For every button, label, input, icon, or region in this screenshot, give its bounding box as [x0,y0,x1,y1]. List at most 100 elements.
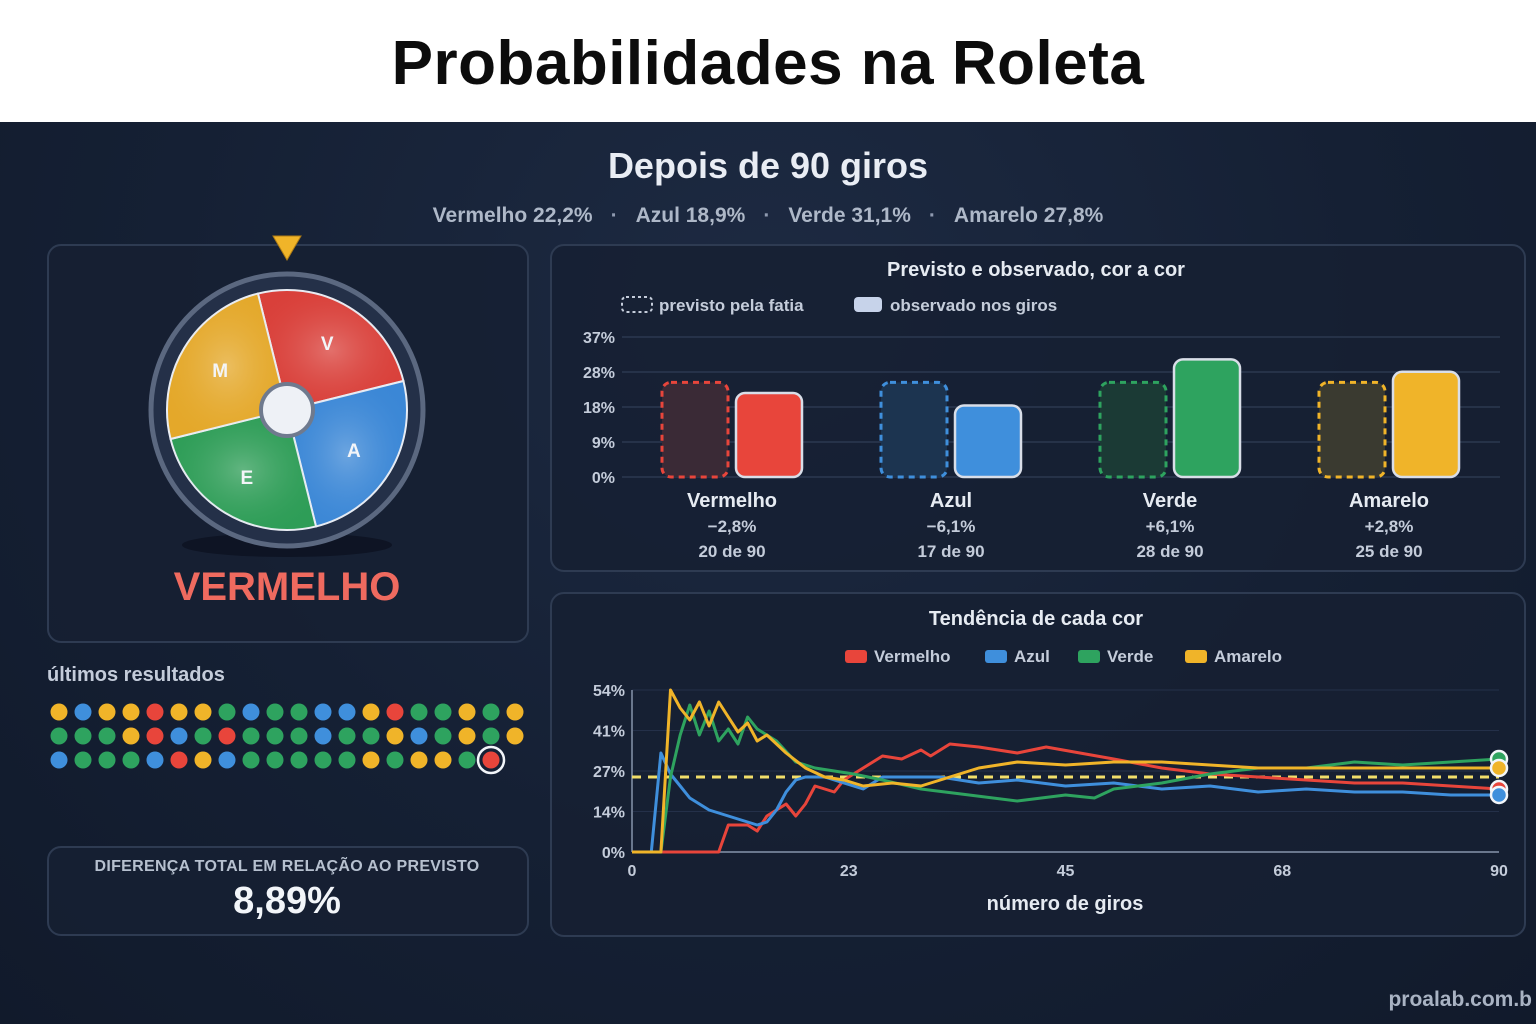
result-dot [74,727,92,745]
result-dot [98,751,116,769]
result-dot [194,703,212,721]
result-dot [458,727,476,745]
category-label: Amarelo [1349,490,1429,512]
result-dot [410,727,428,745]
result-dot [122,727,140,745]
result-dot [50,727,68,745]
wheel-segment-shine [170,410,317,530]
result-dot [266,727,284,745]
difference-label: +6,1% [1146,517,1195,536]
result-dot [194,751,212,769]
result-dot [50,703,68,721]
wheel-hub [259,382,315,438]
bar-observed-azul [953,404,1023,479]
legend-label-amarelo: Amarelo [1214,647,1282,666]
roulette-wheel: V A E M [148,235,426,557]
difference-label: −2,8% [708,517,757,536]
result-dot [218,751,236,769]
summary-separator: · [610,204,618,227]
y-tick-label: 37% [583,330,615,347]
result-dot [506,727,524,745]
result-dot [362,703,380,721]
result-dot [74,751,92,769]
x-tick-label: 23 [840,863,858,880]
result-dot [386,727,404,745]
result-dot [506,703,524,721]
result-dot [482,703,500,721]
result-dot [362,727,380,745]
result-dot [242,727,260,745]
count-label: 28 de 90 [1136,542,1203,561]
wheel-segment-shine [287,380,407,527]
wheel-segment-shine [167,293,287,440]
series-endpoint-azul [1489,785,1509,805]
series-line-azul [632,751,1499,854]
result-dot [362,751,380,769]
summary-azul: Azul 18,9% [635,204,746,227]
summary-separator: · [928,204,936,227]
watermark: proalab.com.b [1388,988,1532,1011]
summary-line: Vermelho 22,2% · Azul 18,9% · Verde 31,1% · Am… [0,204,1536,228]
result-dot [146,727,164,745]
result-dot [482,751,500,769]
series-line-amarelo [632,688,1499,854]
wheel-segment-letter: E [240,468,253,489]
result-dot [122,751,140,769]
result-dot [482,727,500,745]
bar-chart: Previsto e observado, cor a cor previsto … [583,259,1500,561]
legend-label-vermelho: Vermelho [874,647,951,666]
category-label: Vermelho [687,490,777,512]
result-dot [146,703,164,721]
x-tick-label: 45 [1057,863,1075,880]
page-title: Probabilidades na Roleta [391,29,1145,98]
summary-vermelho: Vermelho 22,2% [432,204,593,227]
bar-observed-vermelho [734,391,804,479]
y-tick-label: 54% [593,683,625,700]
summary-amarelo: Amarelo 27,8% [953,204,1104,227]
summary-verde: Verde 31,1% [788,204,911,227]
wheel-segment-shine [257,290,404,410]
dashboard-subtitle: Depois de 90 giros [607,145,929,186]
result-label: VERMELHO [173,565,401,609]
bar-predicted-amarelo [1317,380,1387,479]
result-dot [338,727,356,745]
legend-swatch-amarelo [1185,650,1207,663]
legend-label-verde: Verde [1107,647,1153,666]
result-dot [338,751,356,769]
y-tick-label: 41% [593,724,625,741]
result-dot [434,751,452,769]
category-label: Azul [930,490,972,512]
result-dot [218,703,236,721]
result-dot [434,703,452,721]
wheel-segment-letter: V [321,334,334,355]
result-dot [338,703,356,721]
result-dot [410,751,428,769]
pointer-icon [272,235,302,261]
y-tick-label: 0% [592,470,615,487]
legend-swatch-predicted [621,296,653,313]
result-dot [98,703,116,721]
y-tick-label: 14% [593,805,625,822]
result-dot [218,727,236,745]
result-dot [74,703,92,721]
line-chart-title: Tendência de cada cor [929,608,1143,630]
result-dot [170,751,188,769]
result-dot [242,703,260,721]
result-dot [98,727,116,745]
result-dot [290,727,308,745]
result-dot [314,751,332,769]
difference-label: +2,8% [1365,517,1414,536]
result-dot [170,727,188,745]
result-dot [290,703,308,721]
category-label: Verde [1143,490,1197,512]
y-tick-label: 28% [583,365,615,382]
difference-label: DIFERENÇA TOTAL EM RELAÇÃO AO PREVISTO [94,858,480,875]
count-label: 17 de 90 [917,542,984,561]
bar-predicted-azul [879,380,949,479]
recent-results-label: últimos resultados [47,664,225,686]
latest-result-ring [476,745,506,775]
result-dot [266,751,284,769]
y-tick-label: 9% [592,435,615,452]
legend-swatch-verde [1078,650,1100,663]
legend-label-observed: observado nos giros [890,296,1057,315]
